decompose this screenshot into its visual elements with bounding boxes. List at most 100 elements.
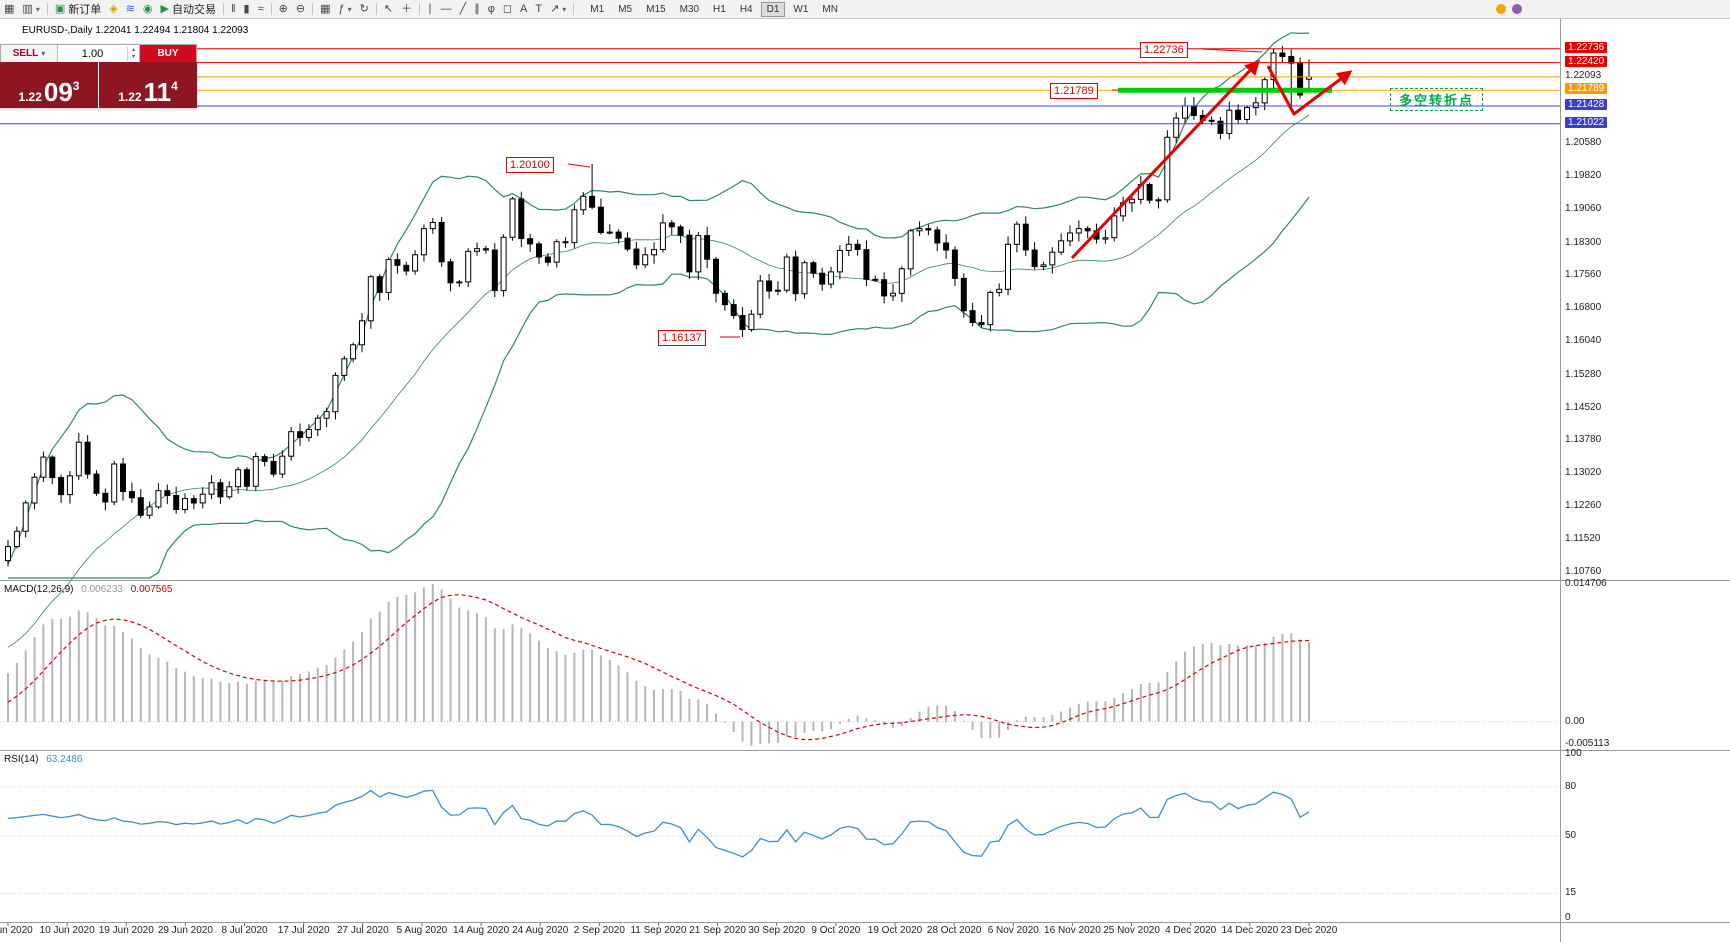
buy-price-figure: 1.22 <box>118 90 142 104</box>
channel-icon[interactable]: ∥ <box>470 1 484 17</box>
date-tick-label: 29 Jun 2020 <box>157 925 213 936</box>
sell-price-display[interactable]: 1.22 09 3 <box>0 62 98 108</box>
trendline-icon[interactable]: ╱ <box>456 1 471 17</box>
new-chart-icon[interactable]: ▦ <box>0 1 18 17</box>
zoom-in-icon: ⊕ <box>278 3 288 15</box>
timeframe-m15[interactable]: M15 <box>646 3 666 15</box>
fibonacci-icon[interactable]: φ <box>484 1 499 17</box>
tile-windows-icon[interactable]: ▦ <box>316 1 334 17</box>
toolbar-separator <box>573 3 575 15</box>
zoom-out-icon[interactable]: ⊖ <box>292 1 309 17</box>
chart-ohlc-header: EURUSD-,Daily 1.22041 1.22494 1.21804 1.… <box>22 25 249 36</box>
sounds-icon: ◉ <box>142 3 153 15</box>
timeframe-h4[interactable]: H4 <box>739 3 753 15</box>
candles-mode-icon: ▮ <box>243 3 250 15</box>
date-tick-label: 8 Jul 2020 <box>221 925 268 936</box>
autotrading-label: 自动交易 <box>172 4 216 16</box>
timeframe-d1[interactable]: D1 <box>760 1 786 17</box>
rsi-layer <box>0 786 1560 894</box>
turning-point-note[interactable]: 多空转折点 <box>1390 88 1484 111</box>
autotrading-button[interactable]: ▶ 自动交易 <box>157 1 220 17</box>
price-flag[interactable]: 1.16137 <box>658 330 706 346</box>
rsi-scale-label: 50 <box>1565 830 1577 841</box>
one-click-trading-panel: SELL ▾ 1.00 ▴ ▾ BUY 1.22 09 3 1.22 11 4 <box>0 44 197 108</box>
line-mode-icon[interactable]: ≈ <box>254 1 268 17</box>
price-flag[interactable]: 1.21789 <box>1050 83 1098 99</box>
vertical-line-icon[interactable]: ∣ <box>423 1 437 17</box>
toolbar-separator <box>270 3 272 15</box>
buy-price-display[interactable]: 1.22 11 4 <box>99 62 197 108</box>
crosshair-icon[interactable]: ＋ <box>397 1 416 17</box>
candles-mode-icon[interactable]: ▮ <box>240 1 254 17</box>
label-icon[interactable]: T <box>531 1 546 17</box>
sell-button[interactable]: SELL ▾ <box>1 45 58 62</box>
shapes-icon[interactable]: ◻ <box>499 1 516 17</box>
indicators-icon[interactable]: ƒ ▾ <box>335 1 356 17</box>
date-tick-label: 17 Jul 2020 <box>277 925 330 936</box>
lot-stepper[interactable]: ▴ ▾ <box>127 46 139 61</box>
bars-mode-icon[interactable]: ‖ <box>227 1 240 17</box>
date-tick-label: 9 Oct 2020 <box>811 925 861 936</box>
bars-mode-icon: ‖ <box>231 3 236 15</box>
timeframe-m30[interactable]: M30 <box>679 3 700 15</box>
macd-indicator-label: MACD(12,26,9) 0.006233 0.007565 <box>4 584 172 595</box>
date-tick-label: 27 Jul 2020 <box>336 925 389 936</box>
timeframe-h1[interactable]: H1 <box>713 3 726 15</box>
buy-price-pips: 11 <box>143 77 172 107</box>
macd-layer <box>0 584 1560 746</box>
text-icon[interactable]: A <box>516 1 531 17</box>
cycles-icon: ↻ <box>359 3 369 15</box>
label-icon: T <box>535 3 543 15</box>
chart-profiles-icon[interactable]: ▥ ▾ <box>18 1 43 17</box>
horizontal-line-icon: — <box>440 3 452 15</box>
lot-decrease-icon[interactable]: ▾ <box>131 53 135 60</box>
horizontal-line-icon[interactable]: — <box>437 1 456 17</box>
timeframe-m1[interactable]: M1 <box>590 3 605 15</box>
market-depth-icon[interactable]: ≋ <box>122 1 139 17</box>
indicators-caret-icon: ▾ <box>347 4 352 14</box>
sounds-icon[interactable]: ◉ <box>139 1 157 17</box>
date-tick-label: 23 Dec 2020 <box>1280 925 1338 936</box>
timeframe-m5[interactable]: M5 <box>618 3 633 15</box>
date-tick-label: 25 Nov 2020 <box>1103 925 1160 936</box>
cursor-icon: ↖ <box>383 3 394 15</box>
rsi-panel-separator[interactable] <box>0 750 1730 751</box>
buy-button-label: BUY <box>157 48 179 59</box>
zoom-in-icon[interactable]: ⊕ <box>275 1 292 17</box>
timeframe-mn[interactable]: MN <box>822 3 838 15</box>
rsi-indicator-label: RSI(14) 63.2486 <box>4 754 82 765</box>
price-tick-label: 1.17560 <box>1565 268 1602 280</box>
price-flag[interactable]: 1.22736 <box>1140 42 1188 58</box>
lot-size-value: 1.00 <box>81 47 104 60</box>
date-tick-label: 6 Nov 2020 <box>987 925 1039 936</box>
zoom-out-icon: ⊖ <box>295 3 306 15</box>
alerts-icon[interactable]: ◈ <box>105 1 121 17</box>
macd-panel-separator[interactable] <box>0 580 1730 581</box>
horizontal-lines-layer[interactable] <box>0 48 1560 125</box>
date-tick-label: 2 Sep 2020 <box>573 925 625 936</box>
price-tick-label: 1.10760 <box>1565 565 1602 577</box>
price-tick-label: 1.12260 <box>1565 500 1602 512</box>
new-order-button[interactable]: ▣ 新订单 <box>51 1 105 17</box>
arrows-tool-icon[interactable]: ↗ ▾ <box>546 1 570 17</box>
price-tick-label: 1.15280 <box>1565 368 1602 380</box>
date-tick-label: 10 Jun 2020 <box>39 925 95 936</box>
date-tick-label: 1 Jun 2020 <box>0 925 33 936</box>
toolbar-separator <box>223 3 224 15</box>
price-tick-label: 1.20580 <box>1565 137 1602 148</box>
macd-name: MACD(12,26,9) <box>4 584 74 595</box>
price-tick-label: 1.11520 <box>1565 532 1601 544</box>
cursor-icon[interactable]: ↖ <box>380 1 397 17</box>
sell-price-point: 3 <box>72 79 80 93</box>
rsi-scale-label: 80 <box>1565 780 1577 792</box>
annotations-layer[interactable] <box>7 48 1353 926</box>
buy-button[interactable]: BUY <box>139 45 196 62</box>
timeframe-w1[interactable]: W1 <box>793 3 809 15</box>
cycles-icon[interactable]: ↻ <box>356 1 373 17</box>
date-tick-label: 28 Oct 2020 <box>926 925 982 936</box>
lot-size-field[interactable]: 1.00 ▴ ▾ <box>58 45 139 62</box>
lot-increase-icon[interactable]: ▴ <box>131 46 135 53</box>
shapes-icon: ◻ <box>502 3 512 15</box>
price-flag[interactable]: 1.20100 <box>506 157 554 173</box>
